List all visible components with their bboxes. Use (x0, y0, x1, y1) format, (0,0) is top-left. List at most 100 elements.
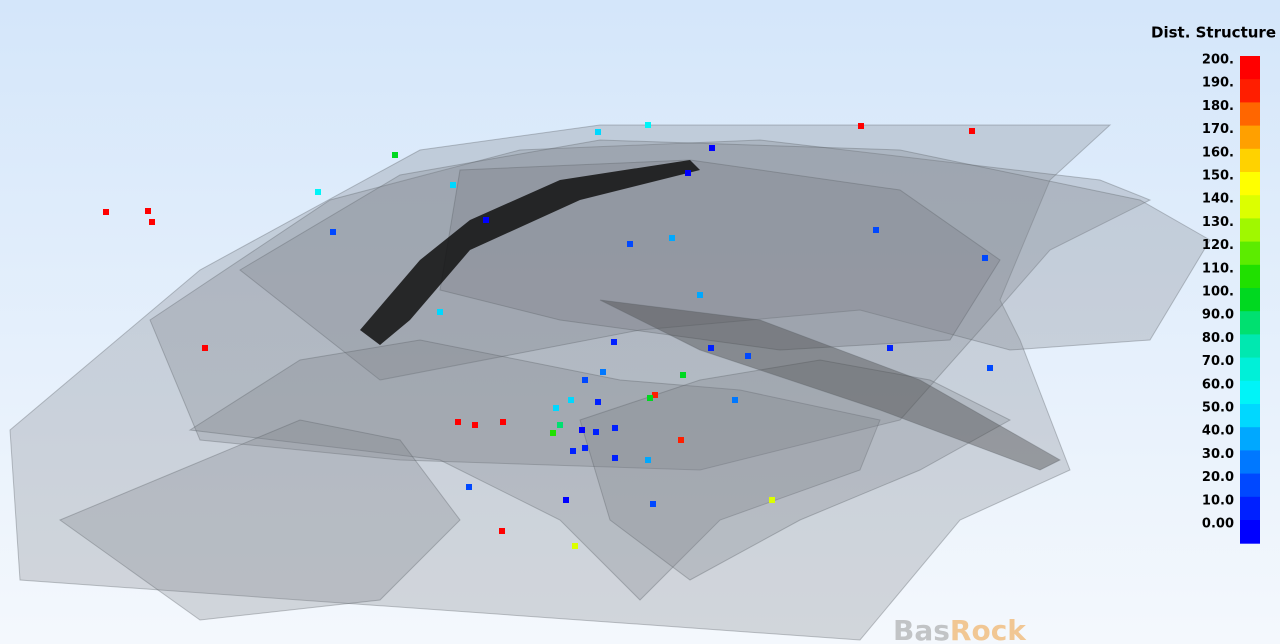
colorbar-segment (1240, 497, 1260, 521)
colorbar-segment (1240, 334, 1260, 358)
point (969, 128, 975, 134)
point (392, 152, 398, 158)
point (732, 397, 738, 403)
point (645, 122, 651, 128)
point (887, 345, 893, 351)
point (466, 484, 472, 490)
point (873, 227, 879, 233)
colorbar-segment (1240, 381, 1260, 405)
point (103, 209, 109, 215)
point (627, 241, 633, 247)
point (593, 429, 599, 435)
point (550, 430, 556, 436)
colorbar-segment (1240, 474, 1260, 498)
point (769, 497, 775, 503)
colorbar-label: 10.0 (1202, 493, 1234, 508)
point (149, 219, 155, 225)
colorbar-segment (1240, 126, 1260, 150)
colorbar-label: 110. (1202, 261, 1234, 276)
colorbar-label: 180. (1202, 99, 1234, 114)
colorbar-segment (1240, 172, 1260, 196)
colorbar-label: 100. (1202, 285, 1234, 300)
point (647, 395, 653, 401)
colorbar-label: 80.0 (1202, 331, 1234, 346)
point (678, 437, 684, 443)
point (572, 543, 578, 549)
point (595, 399, 601, 405)
colorbar-segment (1240, 520, 1260, 544)
point (987, 365, 993, 371)
watermark-part: Rock (950, 614, 1027, 644)
point (582, 377, 588, 383)
point (612, 455, 618, 461)
colorbar-label: 130. (1202, 215, 1234, 230)
point (570, 448, 576, 454)
point (595, 129, 601, 135)
colorbar-segment (1240, 79, 1260, 103)
point (650, 501, 656, 507)
point (612, 425, 618, 431)
colorbar-label: 50.0 (1202, 401, 1234, 416)
colorbar-segment (1240, 56, 1260, 80)
point (499, 528, 505, 534)
colorbar-label: 190. (1202, 76, 1234, 91)
colorbar-segment (1240, 288, 1260, 312)
point (455, 419, 461, 425)
viewport: Dist. Structure 200.190.180.170.160.150.… (0, 0, 1280, 644)
colorbar-label: 60.0 (1202, 377, 1234, 392)
point (600, 369, 606, 375)
point (697, 292, 703, 298)
point (582, 445, 588, 451)
colorbar-segment (1240, 218, 1260, 242)
point (579, 427, 585, 433)
colorbar-label: 70.0 (1202, 354, 1234, 369)
colorbar-label: 40.0 (1202, 424, 1234, 439)
colorbar-label: 120. (1202, 238, 1234, 253)
colorbar-segment (1240, 242, 1260, 266)
colorbar-segment (1240, 450, 1260, 474)
point (437, 309, 443, 315)
colorbar-segment (1240, 358, 1260, 382)
point (145, 208, 151, 214)
colorbar-label: 200. (1202, 53, 1234, 68)
colorbar-label: 20.0 (1202, 470, 1234, 485)
colorbar-segment (1240, 149, 1260, 173)
point (645, 457, 651, 463)
point (450, 182, 456, 188)
point (202, 345, 208, 351)
colorbar-segment (1240, 265, 1260, 289)
point (483, 217, 489, 223)
point (330, 229, 336, 235)
colorbar-label: 0.00 (1202, 517, 1234, 532)
point (611, 339, 617, 345)
point (500, 419, 506, 425)
point (745, 353, 751, 359)
point (680, 372, 686, 378)
colorbar-segment (1240, 404, 1260, 428)
colorbar-label: 140. (1202, 192, 1234, 207)
colorbar-label: 150. (1202, 169, 1234, 184)
point (472, 422, 478, 428)
point (669, 235, 675, 241)
point (557, 422, 563, 428)
point (708, 345, 714, 351)
point (553, 405, 559, 411)
colorbar-label: 170. (1202, 122, 1234, 137)
point (858, 123, 864, 129)
point (315, 189, 321, 195)
watermark: BasRock (893, 614, 1027, 644)
colorbar-segment (1240, 427, 1260, 451)
point (563, 497, 569, 503)
point (982, 255, 988, 261)
colorbar-segment (1240, 195, 1260, 219)
watermark-part: Bas (893, 614, 950, 644)
page: Dist. Structure 200.190.180.170.160.150.… (0, 0, 1280, 644)
point (568, 397, 574, 403)
point (709, 145, 715, 151)
colorbar-segment (1240, 102, 1260, 126)
colorbar-label: 30.0 (1202, 447, 1234, 462)
colorbar-label: 160. (1202, 145, 1234, 160)
point (685, 170, 691, 176)
colorbar-label: 90.0 (1202, 308, 1234, 323)
colorbar-segment (1240, 311, 1260, 335)
